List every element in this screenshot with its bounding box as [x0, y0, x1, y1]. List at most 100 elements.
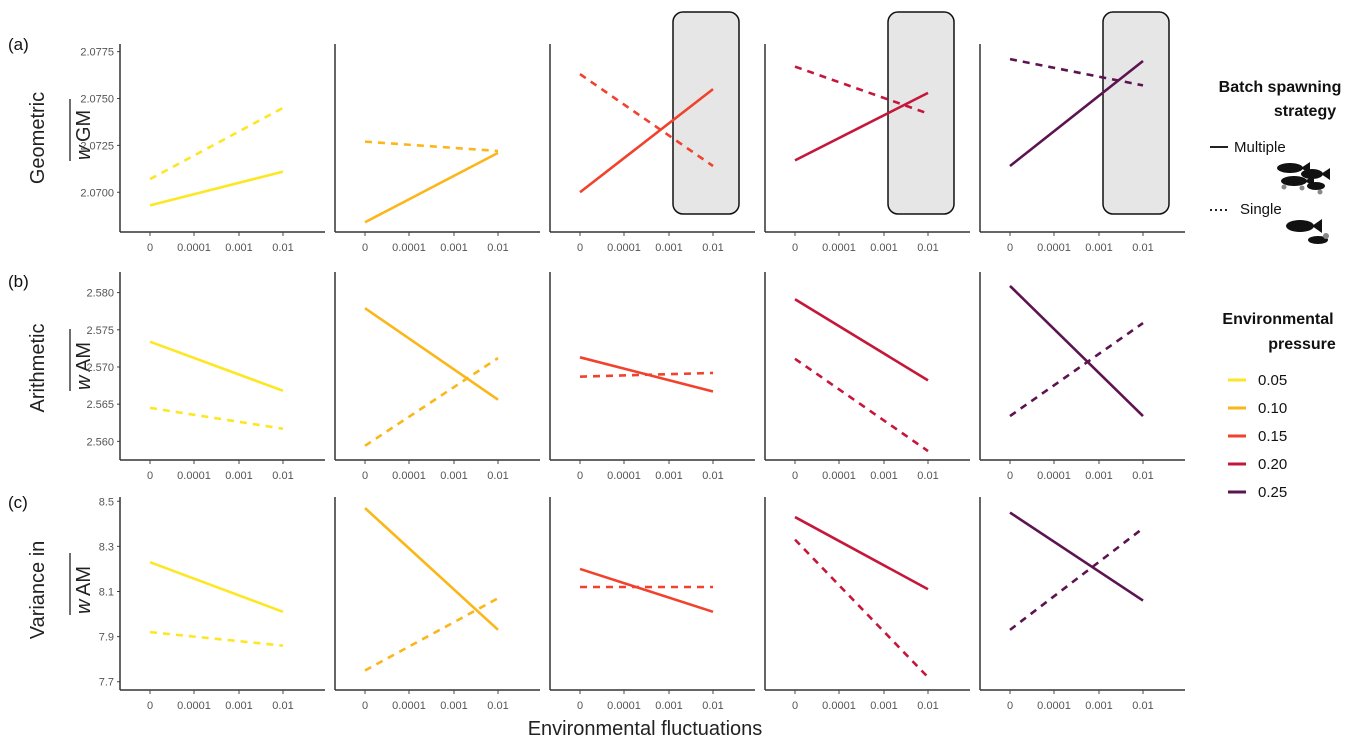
- x-tick-label-b-3-0: 0: [577, 470, 583, 482]
- x-tick-label-c-4-1: 0.0001: [822, 700, 856, 712]
- panel-letter-a: (a): [8, 35, 29, 54]
- x-tick-label-c-3-0: 0: [577, 700, 583, 712]
- x-tick-label-c-4-0: 0: [792, 700, 798, 712]
- x-tick-label-b-5-1: 0.0001: [1037, 470, 1071, 482]
- y-tick-label-c-1: 8.3: [99, 541, 114, 553]
- x-tick-label-b-1-3: 0.01: [272, 470, 293, 482]
- x-tick-label-a-1-0: 0: [147, 242, 153, 254]
- legend-strategy: Batch spawning strategy Multiple Single: [1210, 79, 1341, 244]
- x-tick-label-a-3-1: 0.0001: [607, 242, 641, 254]
- x-tick-label-a-4-2: 0.001: [870, 242, 898, 254]
- legend-pressure-items: 0.05 0.10 0.15 0.20 0.25: [1228, 372, 1287, 501]
- panel-letter-b: (b): [8, 272, 29, 291]
- y-tick-label-a-1: 2.0750: [80, 94, 114, 106]
- series-line-c-4-multiple: [794, 515, 929, 591]
- x-tick-label-b-1-1: 0.0001: [177, 470, 211, 482]
- x-tick-label-c-5-2: 0.001: [1085, 700, 1113, 712]
- panel-c-5: 0 0.0001 0.001 0.01: [979, 497, 1185, 712]
- x-tick-label-a-1-2: 0.001: [225, 242, 253, 254]
- x-tick-label-c-1-1: 0.0001: [177, 700, 211, 712]
- series-line-c-2-single: [364, 597, 499, 672]
- series-line-b-4-single: [794, 357, 929, 453]
- panel-a-1: 0 0.0001 0.001 0.01: [119, 44, 325, 254]
- x-tick-label-a-5-0: 0: [1007, 242, 1013, 254]
- legend-label-0.25: 0.25: [1258, 484, 1287, 501]
- x-tick-label-b-4-1: 0.0001: [822, 470, 856, 482]
- x-tick-label-a-2-0: 0: [362, 242, 368, 254]
- row-label-a-line1: Geometric: [27, 92, 49, 184]
- x-tick-label-c-4-2: 0.001: [870, 700, 898, 712]
- panel-b-4: 0 0.0001 0.001 0.01: [764, 272, 970, 482]
- x-tick-label-b-3-3: 0.01: [702, 470, 723, 482]
- x-tick-label-b-2-3: 0.01: [487, 470, 508, 482]
- row-label-a-sub: GM: [73, 110, 95, 142]
- y-tick-label-b-1: 2.575: [86, 325, 114, 337]
- x-tick-label-c-1-3: 0.01: [272, 700, 293, 712]
- y-tick-label-a-2: 2.0725: [80, 140, 114, 152]
- x-tick-label-c-5-0: 0: [1007, 700, 1013, 712]
- x-tick-label-a-2-1: 0.0001: [392, 242, 426, 254]
- x-tick-label-c-3-2: 0.001: [655, 700, 683, 712]
- y-tick-label-c-0: 8.5: [99, 496, 114, 508]
- x-tick-label-c-2-0: 0: [362, 700, 368, 712]
- panel-a-2: 0 0.0001 0.001 0.01: [334, 44, 540, 254]
- x-tick-label-c-4-3: 0.01: [917, 700, 938, 712]
- x-axis-title: Environmental fluctuations: [528, 718, 763, 740]
- series-line-a-5-single: [1009, 57, 1144, 87]
- legend-label-single: Single: [1240, 201, 1282, 218]
- highlight-box-5: [1102, 11, 1170, 215]
- series-line-a-1-single: [149, 106, 284, 181]
- x-tick-label-c-3-1: 0.0001: [607, 700, 641, 712]
- x-tick-label-a-2-2: 0.001: [440, 242, 468, 254]
- series-line-b-3-single: [579, 371, 714, 378]
- row-label-c-var: w: [73, 598, 95, 614]
- series-line-a-2-multiple: [364, 151, 499, 224]
- x-tick-label-a-3-2: 0.001: [655, 242, 683, 254]
- highlight-box-4: [887, 11, 955, 215]
- x-tick-label-b-2-1: 0.0001: [392, 470, 426, 482]
- panel-b-5: 0 0.0001 0.001 0.01: [979, 272, 1185, 482]
- x-tick-label-b-3-2: 0.001: [655, 470, 683, 482]
- series-line-c-1-single: [149, 630, 284, 647]
- x-tick-label-a-4-0: 0: [792, 242, 798, 254]
- x-tick-label-c-2-1: 0.0001: [392, 700, 426, 712]
- series-line-b-1-single: [149, 406, 284, 430]
- fish-single-icon: [1286, 219, 1329, 244]
- x-tick-label-a-4-3: 0.01: [917, 242, 938, 254]
- x-tick-label-c-3-3: 0.01: [702, 700, 723, 712]
- x-tick-label-b-4-3: 0.01: [917, 470, 938, 482]
- row-label-c-sub: AM: [73, 566, 95, 596]
- panel-c-2: 0 0.0001 0.001 0.01: [334, 497, 540, 712]
- row-label-b-var: w: [73, 374, 95, 390]
- y-tick-label-b-2: 2.570: [86, 362, 114, 374]
- x-tick-label-a-5-3: 0.01: [1132, 242, 1153, 254]
- panel-b-1: 0 0.0001 0.001 0.01: [119, 272, 325, 482]
- panel-a-5: 0 0.0001 0.001 0.01: [979, 11, 1185, 254]
- series-line-a-3-multiple: [579, 88, 714, 194]
- panel-b-2: 0 0.0001 0.001 0.01: [334, 272, 540, 482]
- series-line-a-2-single: [364, 140, 499, 153]
- panel-a-4: 0 0.0001 0.001 0.01: [764, 11, 970, 254]
- x-tick-label-a-2-3: 0.01: [487, 242, 508, 254]
- legend-strategy-title-line2: strategy: [1274, 103, 1336, 120]
- legend-label-0.15: 0.15: [1258, 428, 1287, 445]
- row-label-a-var: w: [73, 144, 95, 160]
- row-label-a: Geometric w GM: [27, 92, 95, 184]
- x-tick-label-c-1-2: 0.001: [225, 700, 253, 712]
- highlight-box-3: [672, 11, 740, 215]
- series-line-b-2-multiple: [364, 307, 499, 401]
- x-tick-label-a-5-1: 0.0001: [1037, 242, 1071, 254]
- x-tick-label-b-2-2: 0.001: [440, 470, 468, 482]
- panel-c-3: 0 0.0001 0.001 0.01: [549, 497, 755, 712]
- legend-pressure: Environmental pressure 0.050.100.150.200…: [1222, 311, 1335, 501]
- panel-a-3: 0 0.0001 0.001 0.01: [549, 11, 755, 254]
- x-tick-label-c-5-1: 0.0001: [1037, 700, 1071, 712]
- fish-group-icon: [1277, 162, 1330, 195]
- row-label-c: Variance in w AM: [27, 541, 95, 640]
- series-line-c-4-single: [794, 538, 929, 679]
- x-tick-label-b-5-2: 0.001: [1085, 470, 1113, 482]
- x-tick-label-a-1-1: 0.0001: [177, 242, 211, 254]
- plot-grid: 2.0775 2.0750 2.0725 2.0700 0 0.0001 0.001 0.01…: [80, 11, 1185, 712]
- series-line-b-5-single: [1009, 322, 1144, 418]
